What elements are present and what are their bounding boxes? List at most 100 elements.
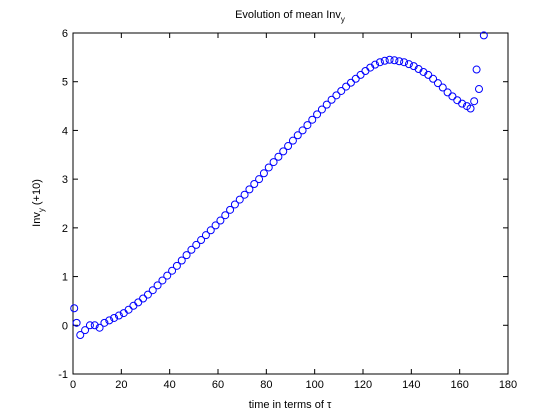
marker [72,318,81,327]
marker [182,251,191,260]
x-tick-label: 80 [260,379,272,391]
marker [448,92,457,101]
marker [105,316,114,325]
marker [81,326,90,335]
plot-frame [72,32,509,375]
marker [114,311,123,320]
ylabel-suffix: (+10) [31,179,43,208]
marker [322,100,331,109]
marker [259,169,268,178]
x-tick-label: 0 [70,379,76,391]
marker [100,318,109,327]
marker [70,304,79,313]
marker [346,78,355,87]
marker [424,70,433,79]
marker [337,86,346,95]
y-axis-label: Invy (+10) [31,179,46,227]
marker [110,313,119,322]
marker [143,290,152,299]
x-tick-label: 60 [212,379,224,391]
marker [479,31,488,40]
x-tick-label: 160 [450,379,468,391]
marker [177,256,186,265]
x-tick-label: 140 [402,379,420,391]
marker [192,240,201,249]
y-tick-label: 2 [62,223,68,235]
marker [211,221,220,230]
x-tick-label: 40 [164,379,176,391]
marker [390,56,399,65]
marker [443,88,452,97]
marker [356,70,365,79]
marker [284,142,293,151]
marker [201,231,210,240]
marker [342,82,351,91]
marker [313,110,322,119]
x-tick-label: 100 [305,379,323,391]
marker [264,163,273,172]
marker [385,55,394,64]
marker [168,266,177,275]
marker [317,105,326,114]
y-tick-label: 3 [62,174,68,186]
title-main: Evolution of mean Inv [235,9,341,21]
marker [380,56,389,65]
title-subscript: y [341,15,345,24]
marker [429,74,438,83]
marker [303,121,312,130]
marker [308,115,317,124]
y-tick-label: 6 [62,28,68,40]
marker [466,104,475,113]
marker [255,175,264,184]
marker [90,321,99,330]
marker [332,91,341,100]
marker [206,226,215,235]
y-tick-label: 5 [62,77,68,89]
marker [139,294,148,303]
marker [288,136,297,145]
marker [76,331,85,340]
marker [400,58,409,67]
marker [279,147,288,156]
marker [475,85,483,94]
y-tick-label: 4 [62,125,68,137]
marker [197,236,206,245]
marker [438,83,447,92]
marker [187,245,196,254]
marker [172,261,181,270]
marker [433,79,442,88]
marker [153,281,162,290]
marker [124,305,133,314]
marker [458,99,467,108]
marker [472,65,481,74]
marker [134,298,143,307]
marker [148,286,157,295]
y-tick-label: -1 [58,369,68,381]
marker [250,180,259,189]
marker [163,271,172,280]
y-tick-label: 0 [62,320,68,332]
marker [274,152,283,161]
marker [85,321,94,330]
x-tick-label: 20 [115,379,127,391]
marker [221,211,230,220]
marker [216,216,225,225]
marker [240,190,249,199]
marker [95,323,104,332]
marker [395,57,404,66]
x-tick-label: 180 [499,379,517,391]
chart-title: Evolution of mean Invy [235,9,345,24]
x-tick-label: 120 [354,379,372,391]
marker [404,60,413,69]
marker [327,95,336,104]
marker [375,58,384,67]
marker [351,74,360,83]
marker [298,126,307,135]
marker [226,205,235,214]
x-axis-label: time in terms of τ [249,399,332,411]
marker [470,97,479,106]
ylabel-subscript: y [37,208,46,212]
